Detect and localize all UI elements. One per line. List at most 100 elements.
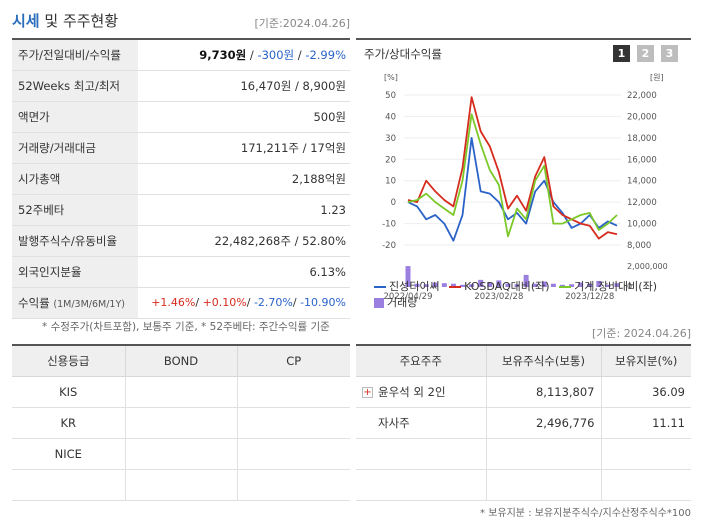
holders-footnote: * 보유지분 : 보유지분주식수/지수산정주식수*100 <box>480 508 691 519</box>
holder-pct: 36.09 <box>601 376 691 408</box>
legend-item-machinery: 기계,장비대비(좌) <box>559 280 657 293</box>
cp-cell <box>237 376 350 408</box>
row-label: 주가/전일대비/수익률 <box>12 39 138 71</box>
title-main: 시세 <box>12 12 40 30</box>
table-row: 발행주식수/유동비율 22,482,268주 / 52.80% <box>12 225 350 257</box>
agency-cell: KIS <box>12 376 126 408</box>
chart-legend: 진성티이씨 KOSDAQ대비(좌) 기계,장비대비(좌) <box>374 278 657 294</box>
left-axis-tick-label: 0 <box>391 198 396 208</box>
left-axis-tick-label: 30 <box>385 134 396 144</box>
major-shareholders-table: 주요주주 보유주식수(보통) 보유지분(%) + 윤우석 외 2인 8,113,8… <box>356 344 691 501</box>
table-row <box>356 469 691 501</box>
legend-swatch <box>559 286 572 288</box>
agency-cell: KR <box>12 407 126 439</box>
chart-page-2-button[interactable]: 2 <box>637 45 654 62</box>
volume-bar <box>523 274 529 287</box>
table-row: 수익률 (1M/3M/6M/1Y) +1.46%/ +0.10%/ -2.70%… <box>12 287 350 319</box>
x-axis-tick-label: 2023/02/28 <box>474 292 523 302</box>
bond-cell <box>125 438 238 470</box>
quote-table: 주가/전일대비/수익률 9,730원 / -300원 / -2.99% 52We… <box>12 38 350 319</box>
table-row: KIS <box>12 376 350 408</box>
left-axis-tick-label: 10 <box>385 177 396 187</box>
table-row: 자사주 2,496,776 11.11 <box>356 407 691 439</box>
chart-page-3-button[interactable]: 3 <box>661 45 678 62</box>
row-label: 액면가 <box>12 101 138 133</box>
table-row: 거래량/거래대금 171,211주 / 17억원 <box>12 132 350 164</box>
left-axis-tick-label: 40 <box>385 112 396 122</box>
volume-bar <box>487 282 493 287</box>
volume-bar <box>578 282 584 287</box>
holder-name <box>356 438 487 470</box>
table-row <box>12 469 350 501</box>
volume-bar <box>505 283 511 287</box>
volume-axis-tick-label: 0 <box>627 282 632 291</box>
row-label: 발행주식수/유동비율 <box>12 225 138 257</box>
table-row: 외국인지분율 6.13% <box>12 256 350 288</box>
column-header: 신용등급 <box>12 345 126 377</box>
row-value: 22,482,268주 / 52.80% <box>138 225 350 257</box>
volume-bar <box>405 266 411 287</box>
holder-pct <box>601 469 691 501</box>
table-row: 52Weeks 최고/최저 16,470원 / 8,900원 <box>12 70 350 102</box>
volume-bar <box>587 283 593 287</box>
row-value: 1.23 <box>138 194 350 226</box>
holder-name: 자사주 <box>356 407 487 439</box>
row-label: 52Weeks 최고/최저 <box>12 70 138 102</box>
agency-cell: NICE <box>12 438 126 470</box>
holder-name <box>356 469 487 501</box>
table-header: 신용등급 BOND CP <box>12 345 350 377</box>
right-axis-tick-label: 14,000 <box>627 177 657 187</box>
holder-name: 윤우석 외 2인 <box>378 384 446 399</box>
table-row: 52주베타 1.23 <box>12 194 350 226</box>
volume-bar <box>605 284 611 287</box>
column-header: CP <box>237 345 350 377</box>
row-value: 6.13% <box>138 256 350 288</box>
legend-swatch <box>449 286 462 288</box>
cp-cell <box>237 469 350 501</box>
price-change: -300원 <box>257 47 295 62</box>
holder-pct <box>601 438 691 470</box>
volume-bar <box>559 284 565 287</box>
holder-shares: 8,113,807 <box>486 376 602 408</box>
row-value: 16,470원 / 8,900원 <box>138 70 350 102</box>
volume-bar <box>460 284 466 287</box>
series-line-3 <box>407 113 618 238</box>
right-unit: [원] <box>650 73 664 82</box>
bond-cell <box>125 376 238 408</box>
volume-bar <box>432 282 438 287</box>
left-axis-tick-label: 50 <box>385 91 396 101</box>
column-header: 주요주주 <box>356 345 487 377</box>
return-6m: -2.70% <box>253 296 293 309</box>
volume-bar <box>596 280 602 287</box>
table-row: 액면가 500원 <box>12 101 350 133</box>
row-label: 시가총액 <box>12 163 138 195</box>
row-label: 수익률 <box>18 295 50 310</box>
right-axis-tick-label: 18,000 <box>627 134 657 144</box>
row-value: 2,188억원 <box>138 163 350 195</box>
section-title: 시세 및 주주현황 <box>12 10 118 31</box>
row-label-sub: (1M/3M/6M/1Y) <box>53 298 125 310</box>
x-axis-tick-label: 2023/12/28 <box>565 292 614 302</box>
series-line-2 <box>407 96 618 240</box>
table-row: 주가/전일대비/수익률 9,730원 / -300원 / -2.99% <box>12 39 350 71</box>
holder-pct: 11.11 <box>601 407 691 439</box>
title-sub: 및 주주현황 <box>44 12 119 30</box>
row-value: 500원 <box>138 101 350 133</box>
row-value: 171,211주 / 17억원 <box>138 132 350 164</box>
cp-cell <box>237 438 350 470</box>
chart-page-1-button[interactable]: 1 <box>613 45 630 62</box>
holder-shares: 2,496,776 <box>486 407 602 439</box>
volume-bar <box>514 284 520 287</box>
series-line-1 <box>407 137 618 242</box>
table-row: KR <box>12 407 350 439</box>
quote-footnote: * 수정주가(차트포함), 보통주 기준, * 52주베타: 주간수익률 기준 <box>42 321 330 333</box>
volume-bar <box>423 284 429 287</box>
return-1y: -10.90% <box>300 296 346 309</box>
right-axis-tick-label: 16,000 <box>627 155 657 165</box>
legend-item-kosdaq: KOSDAQ대비(좌) <box>449 280 550 293</box>
holder-shares <box>486 469 602 501</box>
bond-cell <box>125 407 238 439</box>
expand-icon[interactable]: + <box>362 386 373 398</box>
table-row <box>356 438 691 470</box>
column-header: 보유주식수(보통) <box>486 345 602 377</box>
